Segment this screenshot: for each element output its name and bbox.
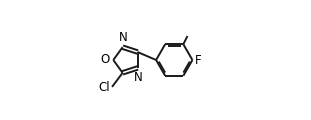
Text: F: F <box>195 54 202 66</box>
Text: Cl: Cl <box>99 81 110 94</box>
Text: O: O <box>100 53 110 66</box>
Text: N: N <box>119 31 128 44</box>
Text: N: N <box>134 71 143 84</box>
